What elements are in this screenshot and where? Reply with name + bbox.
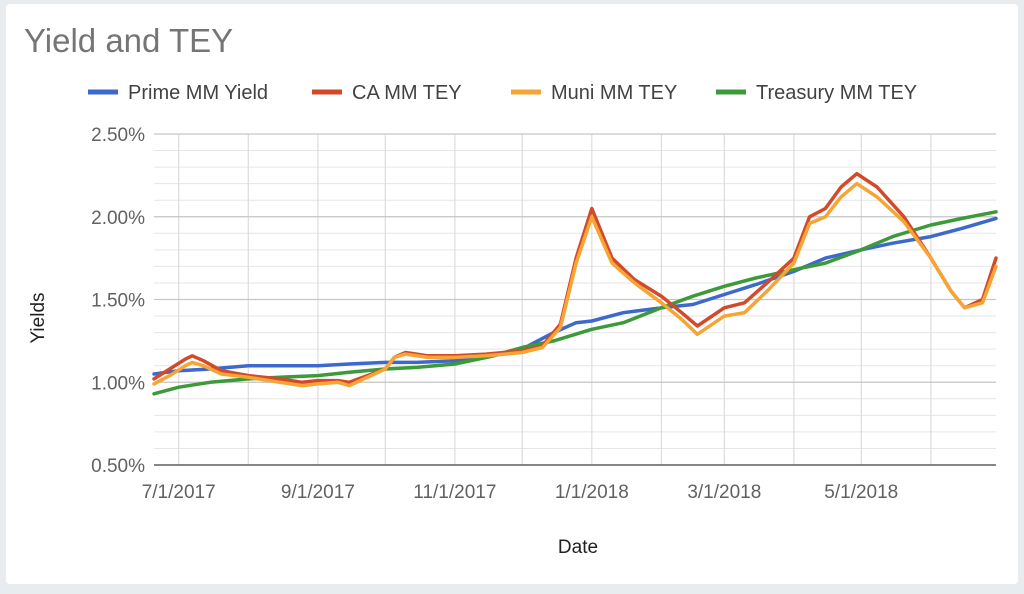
legend-label: Muni MM TEY — [551, 82, 677, 104]
series-line-treasury-mm-tey — [152, 210, 998, 396]
x-axis-ticks: 7/1/2017 9/1/2017 11/1/2017 1/1/2018 3/1/201… — [142, 482, 899, 503]
y-axis-label: Yields — [28, 292, 49, 343]
x-tick-label: 7/1/2017 — [142, 482, 216, 503]
y-tick-label: 1.50% — [91, 291, 145, 312]
legend-label: Treasury MM TEY — [756, 82, 917, 104]
chart-svg: Yield and TEY Prime MM Yield CA MM TEY Mun… — [24, 22, 998, 558]
series-line-prime-mm-yield — [152, 216, 998, 376]
y-axis-ticks: 0.50% 1.00% 1.50% 2.00% 2.50% — [91, 125, 145, 477]
x-tick-label: 3/1/2018 — [687, 482, 761, 503]
chart-title: Yield and TEY — [24, 22, 233, 59]
x-tick-label: 9/1/2017 — [281, 482, 355, 503]
legend-label: Prime MM Yield — [128, 82, 268, 104]
x-tick-label: 5/1/2018 — [824, 482, 898, 503]
series-lines — [152, 171, 998, 396]
y-tick-label: 0.50% — [91, 456, 145, 477]
series-line-ca-mm-tey — [152, 171, 998, 385]
y-tick-label: 2.00% — [91, 208, 145, 229]
legend: Prime MM Yield CA MM TEY Muni MM TEY Treasu… — [88, 82, 917, 104]
x-tick-label: 1/1/2018 — [555, 482, 629, 503]
x-axis-label: Date — [558, 537, 598, 558]
legend-label: CA MM TEY — [352, 82, 462, 104]
series-line-muni-mm-tey — [152, 181, 998, 388]
x-tick-label: 11/1/2017 — [413, 482, 496, 503]
y-tick-label: 1.00% — [91, 373, 145, 394]
y-tick-label: 2.50% — [91, 125, 145, 146]
chart-card: Yield and TEY Prime MM Yield CA MM TEY Mun… — [6, 4, 1018, 584]
